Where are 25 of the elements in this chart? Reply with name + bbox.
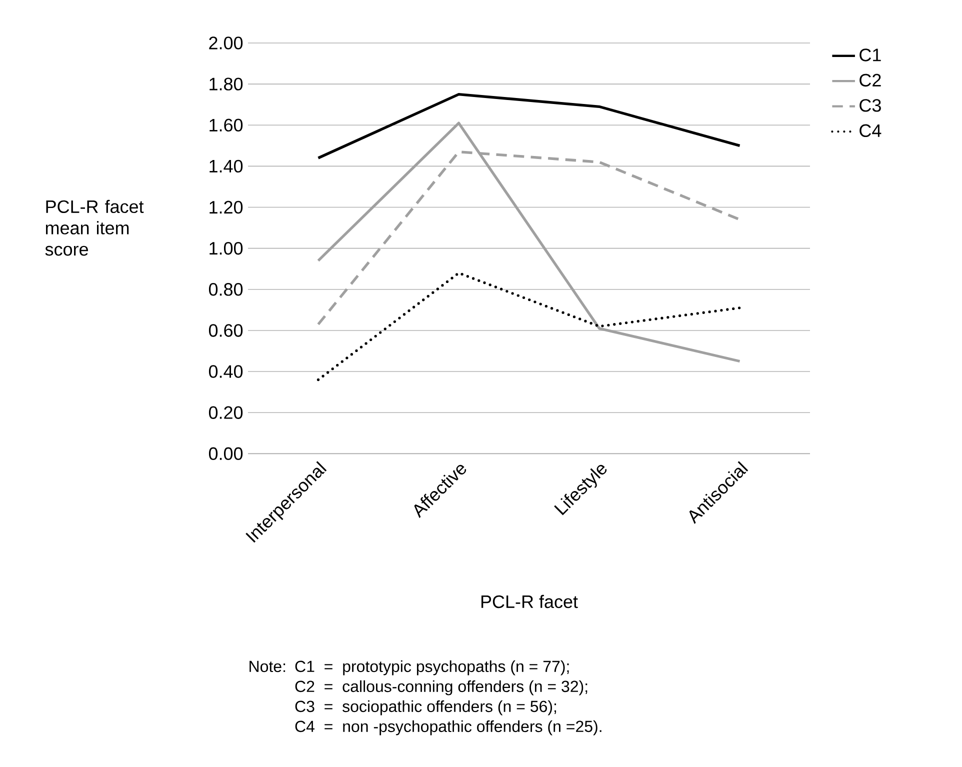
y-tick-label: 1.40	[210, 160, 243, 173]
text: C4 = non -psychopathic offenders (n =25).	[295, 720, 602, 736]
y-tick-label: 1.80	[210, 78, 243, 90]
y-tick-label: 0.00	[208, 447, 243, 460]
legend-label: C4	[860, 124, 882, 138]
line-series	[316, 122, 742, 363]
y-tick-label: 0.80	[208, 283, 243, 296]
text: C1 = prototypic psychopaths (n = 77);	[295, 660, 569, 676]
y-tick-label: 0.20	[208, 406, 243, 419]
y-axis-title: PCL-R facet mean item score	[45, 200, 144, 256]
line-series	[316, 272, 742, 382]
text: C2 = callous-conning offenders (n = 32);	[295, 680, 588, 696]
y-tick-label: 1.00	[210, 242, 243, 255]
y-tick-label: 0.40	[208, 365, 243, 378]
line-series	[316, 92, 742, 160]
y-tick-label: 1.20	[210, 200, 243, 214]
text: Note:	[250, 660, 286, 672]
legend-label: C2	[860, 74, 881, 87]
x-axis-title: PCL-R facet	[481, 594, 578, 608]
y-tick-label: 0.60	[208, 324, 243, 337]
legend-label: C1	[860, 48, 881, 62]
legend-label: C3	[860, 99, 881, 112]
y-tick-label: 2.00	[209, 36, 243, 50]
y-tick-label: 1.60	[210, 118, 243, 132]
text: C3 = sociopathic offenders (n = 56);	[295, 700, 556, 716]
